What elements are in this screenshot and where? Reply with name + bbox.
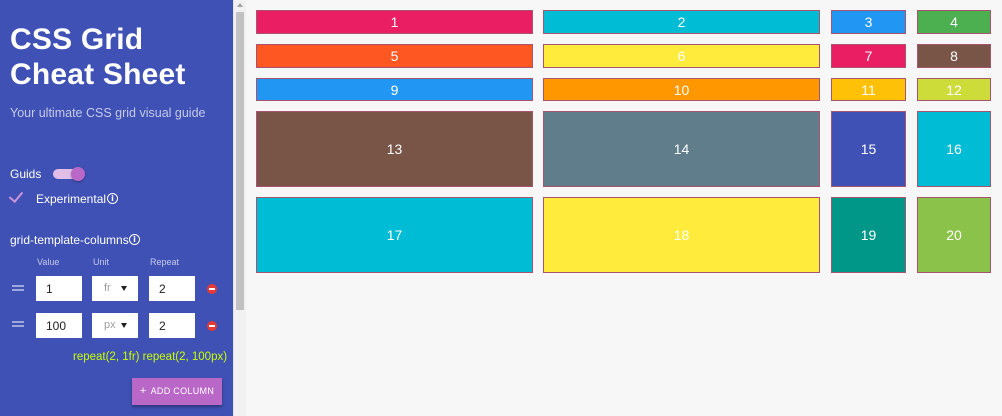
add-column-button[interactable]: + ADD COLUMN (132, 378, 222, 405)
sidebar: CSS Grid Cheat Sheet Your ultimate CSS g… (0, 0, 233, 416)
plus-icon: + (139, 385, 147, 397)
grid-item-3: 3 (831, 10, 906, 34)
grid-item-10: 10 (543, 78, 820, 101)
chevron-down-icon (121, 286, 127, 291)
grid-item-13: 13 (256, 111, 533, 187)
grid-item-9: 9 (256, 78, 533, 101)
column-2-value-input[interactable] (36, 313, 82, 338)
column-1-repeat-input[interactable] (149, 276, 195, 301)
scroll-thumb[interactable] (236, 12, 244, 310)
value-column-header: Value (37, 257, 60, 267)
column-2-unit-value: px (104, 319, 116, 331)
grid-item-20: 20 (917, 197, 991, 273)
toggle-track (53, 169, 83, 179)
grid-template-columns-title: grid-template-columns (10, 233, 129, 247)
grid-item-6: 6 (543, 44, 820, 68)
grid-item-1: 1 (256, 10, 533, 34)
experimental-label[interactable]: Experimental (36, 192, 107, 206)
chevron-down-icon (121, 323, 127, 328)
sidebar-scrollbar[interactable] (233, 0, 246, 416)
experimental-info-icon[interactable]: i (107, 193, 118, 204)
title-line-1: CSS Grid (10, 23, 144, 56)
grid-item-15: 15 (831, 111, 906, 187)
column-1-unit-select[interactable]: fr (92, 276, 138, 301)
add-column-label: ADD COLUMN (150, 386, 215, 396)
grid-item-17: 17 (256, 197, 533, 273)
grid-item-14: 14 (543, 111, 820, 187)
toggle-knob[interactable] (71, 167, 85, 181)
scroll-up-arrow-icon[interactable] (237, 3, 243, 7)
grid-item-7: 7 (831, 44, 906, 68)
subtitle: Your ultimate CSS grid visual guide (10, 106, 206, 120)
column-1-unit-value: fr (104, 282, 111, 294)
guides-toggle[interactable] (53, 167, 87, 181)
grid-item-19: 19 (831, 197, 906, 273)
guides-label: Guids (10, 167, 42, 181)
column-1-value-input[interactable] (36, 276, 82, 301)
grid-preview: 1 2 3 4 5 6 7 8 9 10 11 12 13 14 15 16 17 18 19 20 (246, 0, 1002, 416)
grid-item-4: 4 (917, 10, 991, 34)
remove-column-2-icon[interactable] (207, 321, 217, 331)
grid-template-columns-info-icon[interactable]: i (129, 234, 140, 245)
drag-handle-icon[interactable] (12, 285, 24, 293)
experimental-checkbox-check-icon[interactable] (8, 187, 24, 204)
grid-item-5: 5 (256, 44, 533, 68)
grid-item-12: 12 (917, 78, 991, 101)
css-output-text: repeat(2, 1fr) repeat(2, 100px) (73, 351, 228, 363)
grid-item-8: 8 (917, 44, 991, 68)
page-title: CSS Grid Cheat Sheet (10, 22, 186, 92)
grid-item-16: 16 (917, 111, 991, 187)
grid-item-2: 2 (543, 10, 820, 34)
column-2-unit-select[interactable]: px (92, 313, 138, 338)
grid-item-11: 11 (831, 78, 906, 101)
drag-handle-icon[interactable] (12, 321, 24, 329)
grid-item-18: 18 (543, 197, 820, 273)
remove-column-1-icon[interactable] (207, 284, 217, 294)
repeat-column-header: Repeat (150, 257, 180, 267)
title-line-2: Cheat Sheet (10, 58, 186, 91)
column-2-repeat-input[interactable] (149, 313, 195, 338)
unit-column-header: Unit (93, 257, 110, 267)
